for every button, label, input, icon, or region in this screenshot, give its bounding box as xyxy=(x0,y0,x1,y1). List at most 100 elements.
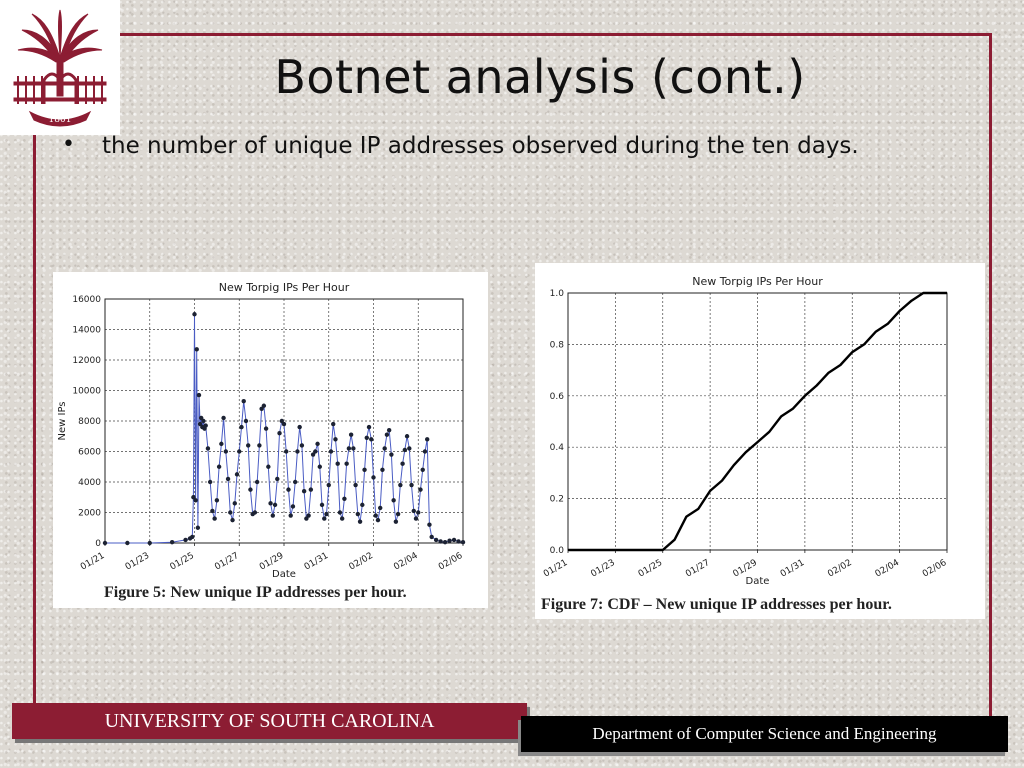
y-tick-label: 16000 xyxy=(72,295,101,305)
x-tick-label: 01/31 xyxy=(779,558,806,580)
data-point xyxy=(272,502,278,508)
university-logo: 1801 xyxy=(0,0,120,135)
data-point xyxy=(409,482,414,488)
y-tick-label: 0.4 xyxy=(550,443,565,453)
y-tick-label: 0.0 xyxy=(550,546,565,556)
data-point xyxy=(373,513,378,518)
y-tick-label: 0 xyxy=(95,539,101,549)
data-point xyxy=(404,434,410,439)
frame-top-line xyxy=(120,33,992,36)
data-point xyxy=(275,476,280,482)
data-point xyxy=(195,525,201,530)
data-point xyxy=(216,464,222,469)
data-point xyxy=(147,540,152,546)
plot-frame xyxy=(567,292,948,551)
data-point xyxy=(395,511,401,517)
data-point xyxy=(279,418,284,424)
data-point xyxy=(398,482,403,488)
y-tick-label: 1.0 xyxy=(550,289,565,299)
data-point xyxy=(362,467,367,472)
data-point xyxy=(386,427,392,433)
data-point xyxy=(225,476,231,482)
data-point xyxy=(241,398,246,404)
data-point xyxy=(299,443,305,448)
y-tick-label: 8000 xyxy=(78,417,101,427)
data-point xyxy=(201,418,206,424)
palmetto-seal-icon: 1801 xyxy=(13,9,107,127)
data-point xyxy=(333,437,338,442)
data-point xyxy=(351,446,356,451)
chart-title: New Torpig IPs Per Hour xyxy=(219,281,350,294)
x-tick-label: 02/02 xyxy=(348,551,375,573)
data-point xyxy=(402,447,408,453)
data-point xyxy=(442,540,448,545)
data-point xyxy=(324,511,329,517)
data-point xyxy=(319,502,325,508)
data-point xyxy=(190,534,195,540)
data-point xyxy=(411,508,416,514)
data-point xyxy=(326,482,331,488)
data-point xyxy=(246,443,251,448)
data-point xyxy=(407,446,412,451)
data-point xyxy=(348,432,354,437)
data-point xyxy=(248,487,253,492)
data-point xyxy=(194,347,199,352)
data-point xyxy=(364,435,369,440)
data-point xyxy=(263,426,269,431)
data-point xyxy=(380,467,385,472)
data-point xyxy=(292,479,298,485)
data-point xyxy=(400,461,405,466)
data-point xyxy=(369,437,374,442)
data-point xyxy=(447,538,452,543)
data-point xyxy=(342,496,347,501)
data-point xyxy=(205,446,211,451)
figure-7-caption: Figure 7: CDF – New unique IP addresses … xyxy=(541,596,892,613)
data-point xyxy=(389,452,394,457)
data-point xyxy=(355,511,361,517)
data-point xyxy=(335,461,340,466)
footer-university-name: UNIVERSITY OF SOUTH CAROLINA xyxy=(12,703,527,739)
data-point xyxy=(378,505,383,511)
x-tick-label: 02/04 xyxy=(874,558,902,580)
data-point xyxy=(420,467,425,472)
data-point xyxy=(214,498,220,503)
y-tick-label: 14000 xyxy=(72,326,101,336)
data-point xyxy=(191,495,196,500)
data-point xyxy=(310,452,316,457)
data-point xyxy=(234,472,240,477)
footer-department-name: Department of Computer Science and Engin… xyxy=(521,716,1008,752)
data-point xyxy=(344,461,349,466)
data-point xyxy=(304,516,309,521)
data-point xyxy=(416,510,421,515)
data-point xyxy=(102,540,108,546)
data-point xyxy=(353,482,358,488)
data-point xyxy=(331,421,336,427)
data-point xyxy=(297,424,302,430)
bullet-icon: • xyxy=(62,132,75,157)
x-tick-label: 01/31 xyxy=(303,551,330,573)
data-point xyxy=(360,502,365,508)
data-point xyxy=(306,513,311,518)
data-point xyxy=(261,403,267,408)
figure-7-card: New Torpig IPs Per Hour 01/21 01/23 01/25 01… xyxy=(535,263,985,619)
data-point xyxy=(295,449,300,454)
data-point xyxy=(413,516,419,521)
y-tick-label: 4000 xyxy=(78,478,101,488)
plot-frame xyxy=(104,298,464,544)
data-point xyxy=(288,513,293,518)
data-point xyxy=(308,487,314,492)
data-point xyxy=(438,539,443,544)
data-point xyxy=(451,537,457,543)
data-point xyxy=(384,432,390,437)
data-point xyxy=(393,519,399,524)
data-point xyxy=(223,449,229,454)
data-point xyxy=(366,424,372,430)
data-point xyxy=(197,421,203,427)
data-point xyxy=(286,487,291,492)
logo-year: 1801 xyxy=(49,115,72,125)
data-point xyxy=(243,418,249,424)
slide-title: Botnet analysis (cont.) xyxy=(274,50,806,104)
data-point xyxy=(301,488,307,494)
x-tick-label: 02/06 xyxy=(921,558,949,580)
